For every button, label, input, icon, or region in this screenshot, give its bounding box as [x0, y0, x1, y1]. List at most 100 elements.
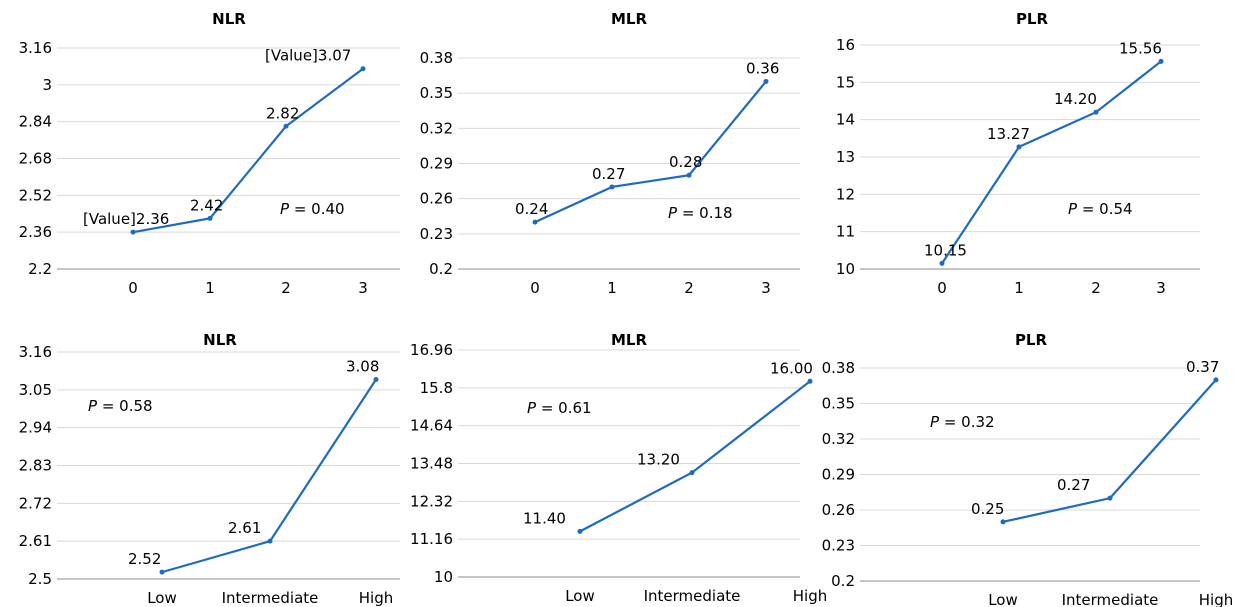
x-tick-label: High	[359, 589, 393, 607]
chart-panel-1: NLR 2.2 2.36 2.52 2.68 2.84 3 3.16 0 1 2 3 [Value]2.…	[19, 10, 400, 297]
p-symbol: P	[280, 200, 290, 218]
chart-panel-4: NLR 2.5 2.61 2.72 2.83 2.94 3.05 3.16 Low Interme…	[19, 331, 400, 607]
data-label: 15.56	[1119, 39, 1162, 57]
y-tick-label: 12.32	[410, 492, 453, 510]
p-value-annotation: P = 0.32	[930, 413, 995, 431]
data-label: 16.00	[770, 359, 813, 377]
y-tick-label: 2.61	[19, 532, 52, 550]
p-value-text: = 0.61	[536, 399, 592, 417]
y-tick-label: 3.16	[19, 39, 52, 57]
p-symbol: P	[930, 413, 940, 431]
y-tick-label: 2.84	[19, 113, 52, 131]
y-tick-label: 16.96	[410, 341, 453, 359]
chart-panel-2: MLR 0.2 0.23 0.26 0.29 0.32 0.35 0.38 0 1 2 3 0.24 0.…	[420, 10, 800, 297]
y-tick-label: 2.36	[19, 223, 52, 241]
data-point	[609, 184, 615, 190]
data-label: 13.27	[987, 125, 1030, 143]
x-tick-label: Low	[147, 589, 177, 607]
y-tick-label: 14	[836, 111, 855, 129]
series-line	[941, 60, 1162, 265]
data-point	[1000, 519, 1006, 525]
data-label: 0.36	[746, 59, 779, 77]
chart-title: PLR	[1015, 331, 1048, 349]
y-tick-label: 0.29	[822, 466, 855, 484]
data-point	[1213, 377, 1219, 383]
p-value-annotation: P = 0.54	[1068, 200, 1133, 218]
data-label: 0.37	[1186, 358, 1219, 376]
x-tick-label: Intermediate	[644, 587, 741, 605]
p-value-text: = 0.40	[289, 200, 345, 218]
y-tick-label: 0.26	[822, 501, 855, 519]
y-tick-label: 0.2	[831, 572, 855, 590]
data-point	[267, 538, 273, 544]
data-label: 2.82	[266, 104, 299, 122]
p-value-annotation: P = 0.58	[88, 397, 153, 415]
data-label: 2.42	[190, 196, 223, 214]
data-point	[1016, 144, 1022, 150]
y-tick-label: 11.16	[410, 530, 453, 548]
p-value-text: = 0.58	[97, 397, 153, 415]
p-value-annotation: P = 0.61	[527, 399, 592, 417]
p-symbol: P	[88, 397, 98, 415]
y-tick-label: 10	[434, 568, 453, 586]
data-label: 2.61	[228, 519, 261, 537]
y-tick-label: 3.05	[19, 381, 52, 399]
data-point	[689, 470, 695, 476]
y-tick-label: 10	[836, 260, 855, 278]
x-tick-label: Intermediate	[1062, 591, 1159, 607]
chart-panel-5: MLR 10 11.16 12.32 13.48 14.64 15.8 16.96 Low Int…	[410, 331, 827, 605]
x-tick-label: 1	[607, 279, 617, 297]
y-tick-label: 2.2	[28, 260, 52, 278]
y-tick-label: 0.35	[420, 84, 453, 102]
y-tick-label: 2.83	[19, 457, 52, 475]
data-label: [Value]2.36	[83, 210, 169, 228]
p-value-annotation: P = 0.40	[280, 200, 345, 218]
data-label: 0.24	[515, 200, 548, 218]
y-tick-label: 0.38	[822, 359, 855, 377]
data-point	[283, 123, 289, 129]
y-tick-label: 0.38	[420, 49, 453, 67]
x-tick-label: High	[793, 587, 827, 605]
x-tick-label: 0	[530, 279, 540, 297]
y-tick-label: 11	[836, 223, 855, 241]
y-tick-label: 0.29	[420, 155, 453, 173]
x-tick-label: 0	[128, 279, 138, 297]
y-tick-label: 2.68	[19, 150, 52, 168]
y-tick-label: 14.64	[410, 417, 453, 435]
data-label: 11.40	[523, 509, 566, 527]
data-point	[1158, 58, 1164, 64]
y-tick-label: 12	[836, 185, 855, 203]
data-point	[1093, 109, 1099, 115]
data-label: [Value]3.07	[265, 47, 351, 65]
y-tick-label: 13	[836, 148, 855, 166]
data-point	[763, 78, 769, 84]
data-point	[532, 219, 538, 225]
p-symbol: P	[1068, 200, 1078, 218]
data-label: 0.28	[669, 153, 702, 171]
y-tick-label: 0.35	[822, 395, 855, 413]
x-tick-label: High	[1199, 591, 1233, 607]
y-tick-label: 2.52	[19, 186, 52, 204]
data-point	[686, 172, 692, 178]
x-tick-label: 2	[281, 279, 291, 297]
y-tick-label: 3	[42, 76, 52, 94]
data-label: 14.20	[1054, 90, 1097, 108]
x-tick-label: 1	[205, 279, 215, 297]
x-tick-label: Low	[988, 591, 1018, 607]
x-tick-label: 1	[1014, 279, 1024, 297]
data-point	[577, 528, 583, 534]
data-label: 10.15	[924, 241, 967, 259]
x-tick-label: 3	[358, 279, 368, 297]
data-point	[1107, 495, 1113, 501]
x-tick-label: 0	[937, 279, 947, 297]
y-tick-label: 0.23	[420, 225, 453, 243]
x-tick-label: Low	[565, 587, 595, 605]
chart-title: MLR	[611, 331, 647, 349]
data-label: 13.20	[637, 451, 680, 469]
chart-title: MLR	[611, 10, 647, 28]
data-point	[360, 66, 366, 72]
chart-panel-6: PLR 0.2 0.23 0.26 0.29 0.32 0.35 0.38 Low Interme…	[822, 331, 1234, 607]
y-tick-label: 2.94	[19, 419, 52, 437]
y-tick-label: 0.26	[420, 190, 453, 208]
